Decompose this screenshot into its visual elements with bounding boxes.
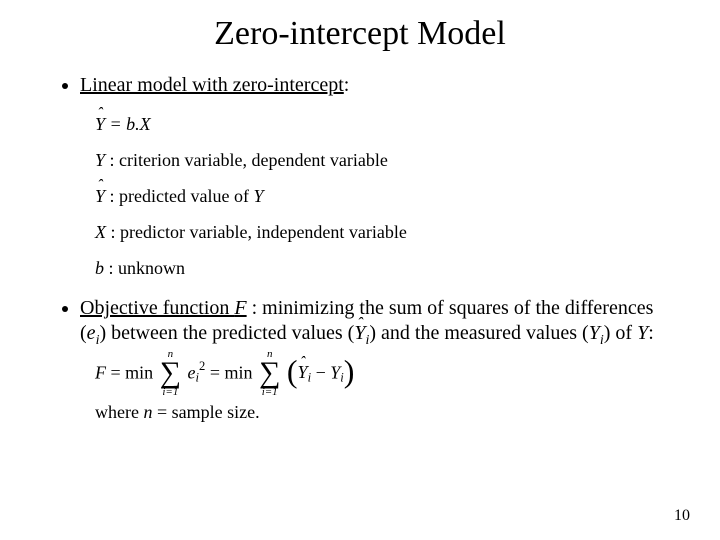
def-x-text: predictor variable, independent variable xyxy=(120,222,407,242)
sigma-2-icon: ∑ xyxy=(259,356,280,389)
def-y-sep: : xyxy=(105,150,119,170)
def-y-sym: Y xyxy=(95,150,105,170)
sum-2: n ∑ i=1 xyxy=(259,358,280,388)
bullet-2-F: F xyxy=(234,297,246,319)
page-number: 10 xyxy=(674,507,690,525)
bullet-2-t6: : xyxy=(648,322,654,344)
bullet-2-e: e xyxy=(87,322,96,344)
bullet-2-Y: Y xyxy=(589,322,600,344)
def-y-text: criterion variable, dependent variable xyxy=(119,150,388,170)
eq1-rhs: b.X xyxy=(126,114,151,134)
eq1-yhat: Y xyxy=(95,106,105,142)
where-line: where n = sample size. xyxy=(95,402,670,423)
bullet-1: Linear model with zero-intercept: xyxy=(80,73,670,98)
def-yhat-tail: Y xyxy=(253,186,263,206)
equation-block: Y = b.X Y : criterion variable, dependen… xyxy=(95,106,670,286)
formula-eq2: = min xyxy=(210,362,253,382)
bullet-2-t5: ) of xyxy=(604,322,637,344)
bullet-2-yhat: Y xyxy=(354,321,365,346)
formula-yhat: Y xyxy=(298,362,308,383)
bullet-2-t3: ) between the predicted values ( xyxy=(99,322,354,344)
def-b-sep: : xyxy=(104,258,118,278)
sum-1-top: n xyxy=(168,348,174,360)
sum-2-bot: i=1 xyxy=(262,386,278,398)
bullet-1-text: Linear model with zero-intercept xyxy=(80,74,344,96)
formula-minus: − xyxy=(311,362,330,382)
where-t1: where xyxy=(95,402,143,422)
formula-e: e xyxy=(188,362,196,382)
def-yhat-sym: Y xyxy=(95,178,105,214)
bullet-2-t4: ) and the measured values ( xyxy=(369,322,588,344)
slide-title: Zero-intercept Model xyxy=(50,15,670,53)
def-yhat-text: predicted value of xyxy=(119,186,253,206)
sum-1-bot: i=1 xyxy=(162,386,178,398)
def-x-sym: X xyxy=(95,222,106,242)
sum-2-top: n xyxy=(267,348,273,360)
formula-Y: Y xyxy=(330,362,340,382)
formula-F: F xyxy=(95,362,106,382)
formula-eq1: = min xyxy=(106,362,153,382)
bullet-1-colon: : xyxy=(344,74,350,96)
sum-1: n ∑ i=1 xyxy=(160,358,181,388)
bullet-2-Yplain: Y xyxy=(637,322,648,344)
def-b-sym: b xyxy=(95,258,104,278)
sigma-1-icon: ∑ xyxy=(160,356,181,389)
def-x-sep: : xyxy=(106,222,120,242)
def-b-text: unknown xyxy=(118,258,185,278)
bullet-2-t1: Objective function xyxy=(80,297,234,319)
bullet-2: Objective function F : minimizing the su… xyxy=(80,296,670,350)
formula-e-sq: 2 xyxy=(199,359,205,373)
where-t2: = sample size. xyxy=(152,402,259,422)
eq1-eq: = xyxy=(105,114,126,134)
def-yhat-sep: : xyxy=(105,186,119,206)
objective-formula: F = min n ∑ i=1 ei2 = min n ∑ i=1 (Yi − … xyxy=(95,358,670,388)
